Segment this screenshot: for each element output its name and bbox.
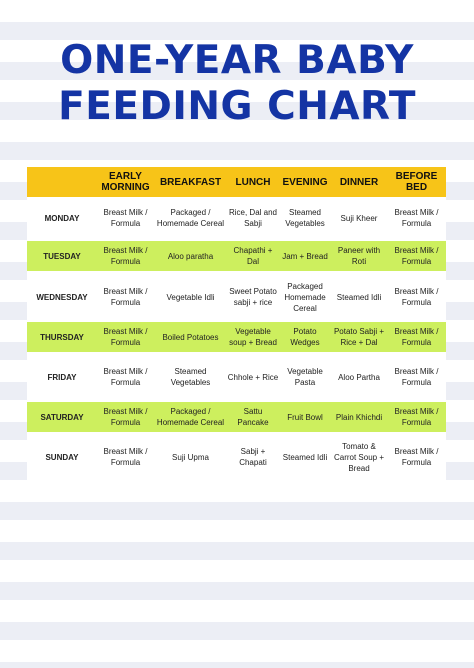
meal-cell: Potato Wedges <box>290 327 320 347</box>
meal-cell: Packaged / Homemade Cereal <box>156 407 225 427</box>
table-row: WEDNESDAY Breast Milk / Formula Vegetable … <box>27 281 446 313</box>
meal-cell: Aloo paratha <box>167 251 214 261</box>
meal-cell: Breast Milk / Formula <box>394 327 439 347</box>
meal-cell: Vegetable soup + Bread <box>229 327 277 347</box>
meal-cell: Breast Milk / Formula <box>103 327 148 347</box>
meal-cell: Suji Kheer <box>340 213 378 223</box>
meal-cell: Packaged Homemade Cereal <box>284 281 326 313</box>
header-cell: BREAKFAST <box>159 176 222 188</box>
meal-cell: Steamed Idli <box>282 452 328 462</box>
meal-cell: Breast Milk / Formula <box>394 367 439 387</box>
meal-cell: Potato Sabji + Rice + Dal <box>333 327 385 347</box>
day-label: SATURDAY <box>40 412 84 422</box>
table-header-row: EARLY MORNING BREAKFAST LUNCH EVENING DINNER… <box>27 167 446 197</box>
meal-cell: Steamed Vegetables <box>170 367 211 387</box>
meal-cell: Breast Milk / Formula <box>103 287 148 307</box>
meal-cell: Tomato & Carrot Soup + Bread <box>333 441 385 473</box>
day-label: THURSDAY <box>40 332 84 342</box>
meal-cell: Chhole + Rice <box>227 372 279 382</box>
meal-cell: Vegetable Pasta <box>287 367 323 387</box>
table-row: TUESDAY Breast Milk / Formula Aloo paratha… <box>27 241 446 271</box>
table-row: THURSDAY Breast Milk / Formula Boiled Pota… <box>27 322 446 352</box>
meal-cell: Breast Milk / Formula <box>103 208 148 228</box>
day-label: TUESDAY <box>43 251 81 261</box>
title-line-2: FEEDING CHART <box>58 84 416 129</box>
meal-cell: Steamed Vegetables <box>285 208 325 228</box>
meal-cell: Paneer with Roti <box>337 246 381 266</box>
meal-cell: Plain Khichdi <box>335 412 383 422</box>
meal-cell: Breast Milk / Formula <box>394 447 439 467</box>
meal-cell: Packaged / Homemade Cereal <box>156 208 225 228</box>
meal-cell: Breast Milk / Formula <box>103 407 148 427</box>
meal-cell: Vegetable Idli <box>166 292 215 302</box>
table-row: SUNDAY Breast Milk / Formula Suji Upma Sabj… <box>27 441 446 473</box>
table-row: SATURDAY Breast Milk / Formula Packaged / … <box>27 402 446 432</box>
meal-cell: Breast Milk / Formula <box>103 367 148 387</box>
meal-cell: Breast Milk / Formula <box>394 246 439 266</box>
table-row: FRIDAY Breast Milk / Formula Steamed Veget… <box>27 362 446 392</box>
meal-cell: Sweet Potato sabji + rice <box>229 287 277 307</box>
day-label: SUNDAY <box>45 452 79 462</box>
meal-cell: Fruit Bowl <box>287 412 323 422</box>
day-label: FRIDAY <box>47 372 77 382</box>
header-cell: LUNCH <box>235 176 271 188</box>
header-cell <box>27 167 97 197</box>
meal-cell: Breast Milk / Formula <box>103 447 148 467</box>
header-cell: BEFORE BED <box>395 171 438 193</box>
meal-cell: Breast Milk / Formula <box>394 287 439 307</box>
day-label: WEDNESDAY <box>36 292 88 302</box>
page-title: ONE-YEAR BABY FEEDING CHART <box>0 38 474 130</box>
table-row: MONDAY Breast Milk / Formula Packaged / Ho… <box>27 203 446 233</box>
meal-cell: Sabji + Chapati <box>239 447 267 467</box>
meal-cell: Jam + Bread <box>282 251 328 261</box>
meal-cell: Breast Milk / Formula <box>394 407 439 427</box>
meal-cell: Boiled Potatoes <box>162 332 219 342</box>
meal-cell: Breast Milk / Formula <box>394 208 439 228</box>
title-line-1: ONE-YEAR BABY <box>60 38 414 83</box>
meal-cell: Suji Upma <box>172 452 209 462</box>
day-label: MONDAY <box>44 213 80 223</box>
meal-cell: Chapathi + Dal <box>233 246 273 266</box>
meal-cell: Steamed Idli <box>336 292 382 302</box>
meal-cell: Breast Milk / Formula <box>103 246 148 266</box>
header-cell: EARLY MORNING <box>101 171 150 193</box>
meal-cell: Rice, Dal and Sabji <box>228 208 278 228</box>
meal-cell: Aloo Partha <box>338 372 380 382</box>
header-cell: EVENING <box>282 176 328 188</box>
meal-cell: Sattu Pancake <box>237 407 269 427</box>
header-cell: DINNER <box>339 176 379 188</box>
